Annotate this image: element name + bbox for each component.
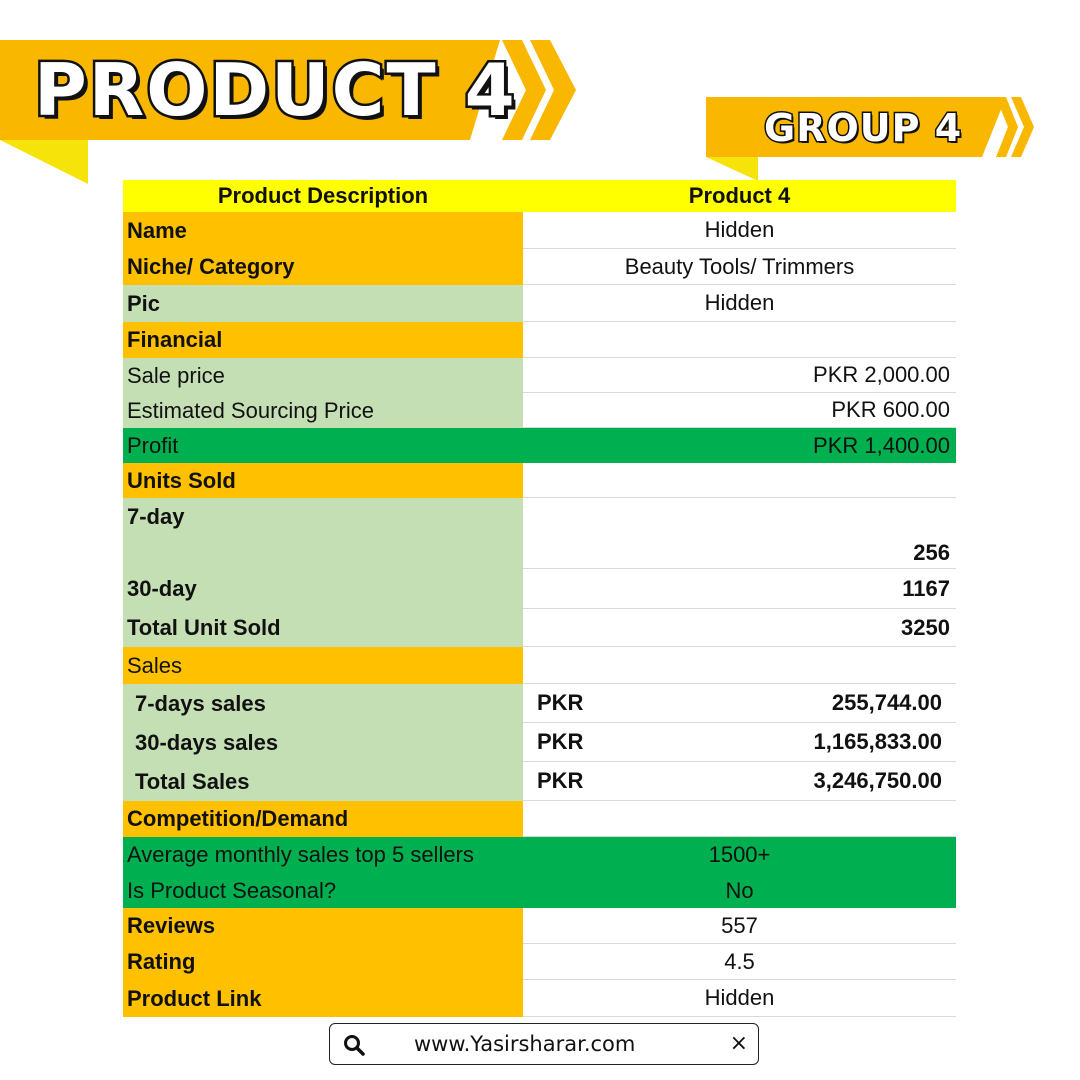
profit-value: PKR 1,400.00 [523,428,956,463]
table-row: 7-days sales PKR 255,744.00 [123,684,956,723]
avg-monthly-label: Average monthly sales top 5 sellers [123,837,523,873]
name-value: Hidden [523,212,956,249]
sales-7day-label: 7-days sales [123,684,523,723]
sales-30day-cell: PKR 1,165,833.00 [523,723,956,762]
chevrons-icon [502,40,576,140]
sales-label: Sales [123,647,523,684]
sales-7day-cell: PKR 255,744.00 [523,684,956,723]
units-30day-value: 1167 [523,569,956,609]
units-30day-label: 30-day [123,569,523,609]
url-text[interactable]: www.Yasirsharar.com [414,1032,636,1056]
units-7day-value: 256 [523,498,956,569]
profit-label: Profit [123,428,523,463]
category-value: Beauty Tools/ Trimmers [523,249,956,285]
reviews-value: 557 [523,908,956,944]
pic-value: Hidden [523,285,956,322]
group-banner [706,97,1006,157]
product-table: Product Description Product 4 Name Hidde… [123,180,956,1017]
product-banner-fold [0,140,88,184]
financial-value [523,322,956,358]
units-total-value: 3250 [523,609,956,647]
table-row: Financial [123,322,956,358]
table-row: Reviews 557 [123,908,956,944]
product-link-value[interactable]: Hidden [523,980,956,1017]
rating-label: Rating [123,944,523,980]
table-row: Sale price PKR 2,000.00 [123,358,956,393]
avg-monthly-value: 1500+ [523,837,956,873]
table-row: Competition/Demand [123,801,956,837]
url-search-bar[interactable]: www.Yasirsharar.com × [329,1023,759,1065]
units-7day-label: 7-day [123,498,523,569]
sales-30day-value: 1,165,833.00 [813,729,942,754]
product-title: PRODUCT 4 [32,46,518,135]
units-total-label: Total Unit Sold [123,609,523,647]
table-row: Profit PKR 1,400.00 [123,428,956,463]
table-row: Estimated Sourcing Price PKR 600.00 [123,393,956,428]
seasonal-value: No [523,873,956,908]
table-row: Niche/ Category Beauty Tools/ Trimmers [123,249,956,285]
table-row: 7-day 256 [123,498,956,569]
sales-total-label: Total Sales [123,762,523,801]
currency-label: PKR [537,768,584,793]
table-row: Rating 4.5 [123,944,956,980]
sales-value [523,647,956,684]
competition-label: Competition/Demand [123,801,523,837]
units-sold-value [523,463,956,498]
currency-label: PKR [537,729,584,754]
seasonal-label: Is Product Seasonal? [123,873,523,908]
header-label: Product Description [123,180,523,212]
table-row: Pic Hidden [123,285,956,322]
sales-7day-value: 255,744.00 [831,690,942,715]
group-title: GROUP 4 [762,105,963,152]
financial-label: Financial [123,322,523,358]
table-row: Name Hidden [123,212,956,249]
search-icon[interactable] [342,1033,366,1057]
table-row: Is Product Seasonal? No [123,873,956,908]
units-sold-label: Units Sold [123,463,523,498]
table-row: 30-days sales PKR 1,165,833.00 [123,723,956,762]
sale-price-value: PKR 2,000.00 [523,358,956,393]
chevrons-icon [996,97,1034,157]
sourcing-price-value: PKR 600.00 [523,393,956,428]
sale-price-label: Sale price [123,358,523,393]
table-row: Average monthly sales top 5 sellers 1500… [123,837,956,873]
pic-label: Pic [123,285,523,322]
close-icon[interactable]: × [729,1031,748,1056]
table-header-row: Product Description Product 4 [123,180,956,212]
sales-30day-label: 30-days sales [123,723,523,762]
name-label: Name [123,212,523,249]
table-row: Total Sales PKR 3,246,750.00 [123,762,956,801]
table-row: Product Link Hidden [123,980,956,1017]
competition-value [523,801,956,837]
header-value: Product 4 [523,180,956,212]
table-row: Sales [123,647,956,684]
product-banner [0,40,500,140]
rating-value: 4.5 [523,944,956,980]
group-banner-fold [706,157,758,181]
sales-total-value: 3,246,750.00 [813,768,942,793]
table-row: Total Unit Sold 3250 [123,609,956,647]
table-row: Units Sold [123,463,956,498]
product-link-label: Product Link [123,980,523,1017]
sourcing-price-label: Estimated Sourcing Price [123,393,523,428]
category-label: Niche/ Category [123,249,523,285]
sales-total-cell: PKR 3,246,750.00 [523,762,956,801]
reviews-label: Reviews [123,908,523,944]
table-row: 30-day 1167 [123,569,956,609]
currency-label: PKR [537,690,584,715]
